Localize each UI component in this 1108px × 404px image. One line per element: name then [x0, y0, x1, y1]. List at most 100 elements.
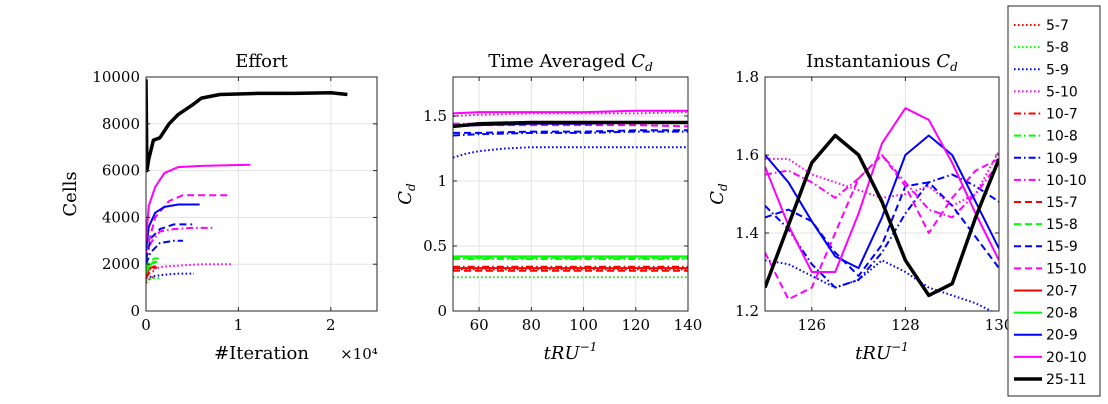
x-tick-label: 100	[569, 316, 598, 334]
series-line-5-8	[146, 277, 160, 282]
y-tick-label: 8000	[102, 115, 140, 133]
x-tick-label: 126	[797, 316, 826, 334]
legend-label: 25-11	[1046, 372, 1087, 388]
series-line-10-9	[765, 173, 999, 289]
series-group	[146, 79, 348, 284]
legend-entry: 20-7	[1014, 283, 1078, 299]
chart-title: Effort	[235, 51, 288, 72]
series-line-10-7	[146, 270, 156, 279]
series-line-25-11	[146, 79, 348, 173]
axes-box	[452, 76, 689, 312]
series-line-25-11	[453, 120, 688, 129]
series-line-10-9	[453, 130, 688, 137]
series-line-20-10	[453, 109, 688, 115]
series-line-15-8	[146, 257, 159, 270]
legend-label: 15-10	[1046, 261, 1087, 277]
y-tick-label: 0	[130, 302, 140, 320]
x-tick-label: 2	[326, 316, 336, 334]
legend-entry: 10-8	[1014, 129, 1078, 145]
legend-label: 5-9	[1046, 62, 1069, 78]
x-tick-label: 140	[674, 316, 703, 334]
y-tick-label: 6000	[102, 162, 140, 180]
x-tick-label: 80	[522, 316, 541, 334]
legend-label: 5-7	[1046, 18, 1069, 34]
y-axis-label: Cd	[707, 183, 730, 205]
series-line-10-10	[765, 154, 999, 219]
x-tick-label: 120	[621, 316, 650, 334]
y-axis-label: Cells	[60, 171, 81, 216]
x-axis-label: tRU−1	[855, 340, 909, 364]
legend-entry: 10-10	[1014, 173, 1087, 189]
series-line-15-10	[453, 124, 688, 128]
y-tick-label: 1	[437, 172, 447, 190]
y-tick-label: 2000	[102, 255, 140, 273]
series-line-5-10	[453, 111, 688, 117]
y-tick-label: 0.5	[423, 237, 447, 255]
legend-entry: 10-7	[1014, 107, 1078, 123]
chart-title: Instantanious Cd	[806, 51, 958, 74]
series-line-20-10	[765, 107, 999, 273]
chart-panel-3: 126 128 130 1.2 1.4 1.6 1.8 Instantanious Cd tRU…	[707, 51, 1013, 364]
series-line-25-11	[765, 133, 999, 298]
y-tick-label: 10000	[92, 68, 140, 86]
legend-label: 15-9	[1046, 239, 1078, 255]
series-line-15-9	[453, 129, 688, 134]
chart-title: Time Averaged Cd	[488, 51, 653, 74]
series-line-20-9	[146, 203, 200, 251]
legend-entry: 5-7	[1014, 18, 1069, 34]
x-tick-label: 60	[470, 316, 489, 334]
y-tick-label: 0	[437, 302, 447, 320]
series-line-5-9	[765, 259, 994, 311]
chart-panel-1: 0 1 2 0 2000 4000 6000 8000 10000 Effort #Iteratio…	[60, 51, 378, 364]
legend-label: 5-8	[1046, 40, 1069, 56]
series-group	[765, 107, 999, 311]
legend: 5-7 5-8 5-9 5-10 10-7 10-8 10-9 10-10 15-7 15-8 15…	[1007, 5, 1101, 397]
x-axis-label: tRU−1	[544, 340, 598, 364]
x-tick-label: 128	[891, 316, 920, 334]
series-line-15-10	[765, 154, 999, 301]
y-tick-label: 1.8	[735, 68, 759, 86]
legend-label: 15-8	[1046, 217, 1078, 233]
y-tick-label: 1.5	[423, 107, 447, 125]
legend-entry: 15-8	[1014, 217, 1078, 233]
legend-label: 10-9	[1046, 151, 1078, 167]
y-tick-label: 1.6	[735, 146, 759, 164]
legend-entry: 25-11	[1014, 372, 1087, 388]
y-tick-label: 1.2	[735, 302, 759, 320]
series-line-10-9	[146, 239, 183, 265]
legend-label: 20-10	[1046, 350, 1087, 366]
axes-box	[764, 76, 1000, 312]
legend-label: 20-8	[1046, 306, 1078, 322]
legend-label: 10-8	[1046, 129, 1078, 145]
legend-entry: 10-9	[1014, 151, 1078, 167]
x-axis-label: #Iteration	[214, 343, 309, 364]
series-group	[453, 109, 688, 279]
legend-label: 15-7	[1046, 195, 1078, 211]
series-line-20-9	[765, 134, 999, 270]
legend-label: 20-7	[1046, 283, 1078, 299]
legend-entry: 20-9	[1014, 328, 1078, 344]
x-tick-label: 130	[985, 316, 1014, 334]
x-tick-label: 0	[141, 316, 151, 334]
x-tick-label: 1	[234, 316, 244, 334]
legend-label: 10-10	[1046, 173, 1087, 189]
chart-panel-2: 60 80 100 120 140 0 0.5 1 1.5 Time Averaged Cd tRU…	[395, 51, 702, 364]
legend-label: 10-7	[1046, 107, 1078, 123]
series-line-15-9	[146, 223, 193, 260]
y-axis-label: Cd	[395, 183, 418, 205]
legend-entry: 20-10	[1014, 350, 1087, 366]
legend-entry: 15-10	[1014, 261, 1087, 277]
legend-entry: 20-8	[1014, 306, 1078, 322]
legend-entry: 15-7	[1014, 195, 1078, 211]
legend-entry: 15-9	[1014, 239, 1078, 255]
legend-entry: 5-9	[1014, 62, 1069, 78]
series-line-20-8	[146, 262, 156, 274]
legend-label: 20-9	[1046, 328, 1078, 344]
axes-box	[145, 76, 378, 312]
series-line-20-10	[146, 163, 251, 241]
legend-entry: 5-10	[1014, 84, 1078, 100]
y-tick-label: 1.4	[735, 224, 759, 242]
legend-box	[1007, 5, 1101, 397]
y-tick-label: 4000	[102, 208, 140, 226]
